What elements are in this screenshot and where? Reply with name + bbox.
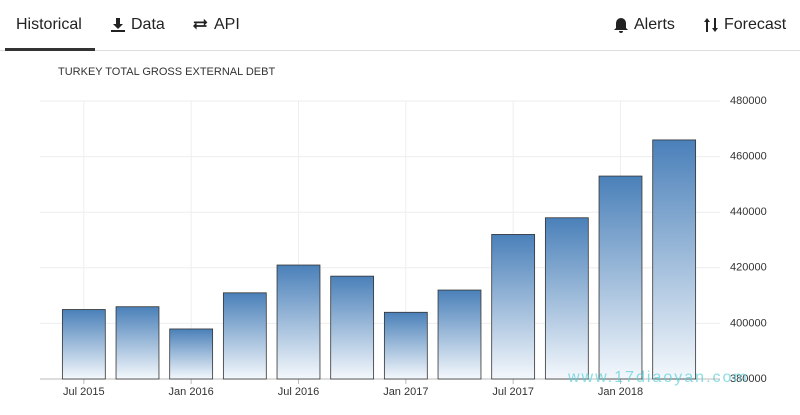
y-tick-label: 460000 [730,151,767,163]
tab-forecast[interactable]: Forecast [703,16,786,34]
y-tick-label: 440000 [730,206,767,218]
header: Historical Data API Alerts Forecast [0,0,800,51]
tab-historical[interactable]: Historical [16,16,82,34]
exchange-icon [193,18,208,30]
active-indicator [5,48,95,51]
bell-icon [614,18,628,33]
tab-label[interactable]: Forecast [724,16,787,33]
bar [383,311,428,380]
tab-data[interactable]: Data [110,16,165,34]
bar [115,306,160,380]
tab-label[interactable]: Historical [16,16,82,33]
download-icon [111,18,125,32]
y-tick-label: 400000 [730,317,767,329]
watermark: www.17diaoyan.com [567,369,749,386]
bar [276,264,321,380]
bar [491,234,536,380]
y-tick-label: 480000 [730,95,767,107]
bar [222,292,267,380]
tab-label[interactable]: API [214,16,240,33]
tab-api[interactable]: API [193,16,240,34]
tab-alerts[interactable]: Alerts [613,16,675,34]
tab-label[interactable]: Data [131,16,165,33]
chart-title: TURKEY TOTAL GROSS EXTERNAL DEBT [58,66,275,78]
x-tick-label: Jan 2017 [383,386,428,398]
bar [61,309,106,380]
tab-label[interactable]: Alerts [634,16,675,33]
x-tick-label: Jul 2016 [278,386,320,398]
sort-icon [704,18,718,32]
bar [330,275,375,380]
bar [437,289,482,380]
bar [544,217,589,380]
x-tick-label: Jan 2016 [169,386,214,398]
bar [652,139,697,380]
y-tick-label: 420000 [730,262,767,274]
chart: TURKEY TOTAL GROSS EXTERNAL DEBT 380000 4… [40,66,767,398]
x-tick-label: Jul 2017 [492,386,534,398]
x-tick-label: Jan 2018 [598,386,643,398]
bar [169,328,214,380]
bar [598,175,643,380]
x-tick-label: Jul 2015 [63,386,105,398]
y-tick-label: 380000 [730,373,767,385]
